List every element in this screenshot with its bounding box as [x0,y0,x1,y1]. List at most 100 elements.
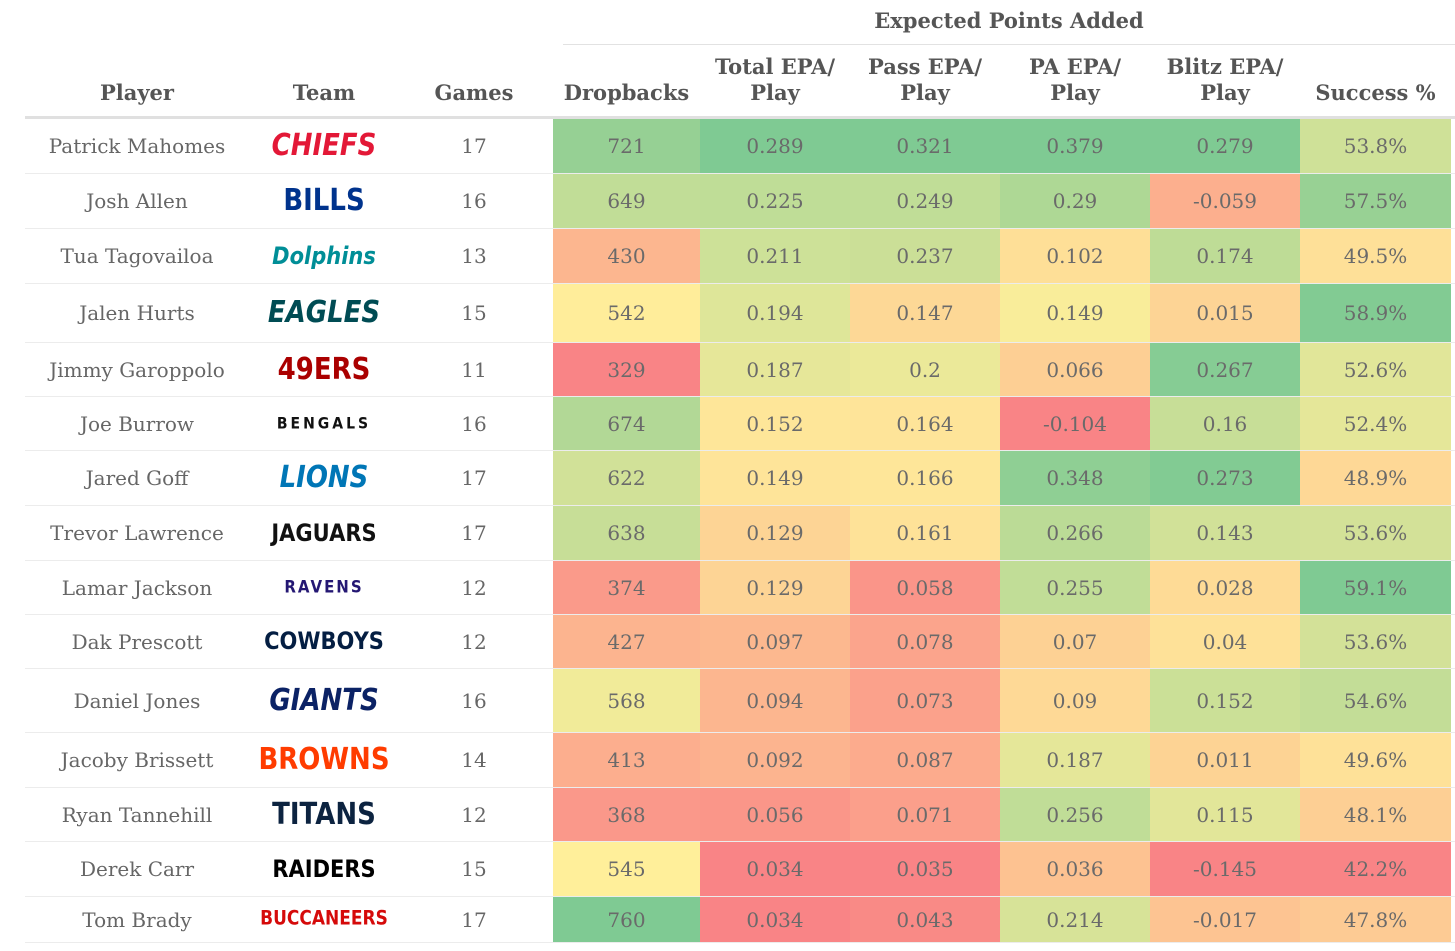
pass-epa-cell: 0.058 [850,561,1000,614]
dropbacks-cell: 542 [553,284,700,342]
pass-epa-cell: 0.078 [850,615,1000,668]
team-logo: EAGLES [249,284,399,342]
player-name: Daniel Jones [73,688,201,713]
table-row[interactable]: Daniel Jones GIANTS 16 568 0.094 0.073 0.09 0.1… [25,669,1455,733]
total-epa-cell: 0.097 [700,615,850,668]
pass-epa-cell: 0.321 [850,119,1000,173]
dropbacks-cell: 638 [553,506,700,560]
blitz-epa-cell: 0.273 [1150,451,1300,505]
games-value: 14 [461,748,487,772]
total-epa-cell: 0.056 [700,788,850,841]
team-logo: BROWNS [249,733,399,787]
col-header-total-epa[interactable]: Total EPA/ Play [714,54,836,105]
pass-epa-cell: 0.043 [850,897,1000,942]
total-epa-cell: 0.092 [700,733,850,787]
blitz-epa-cell: -0.145 [1150,842,1300,896]
pa-epa-cell: 0.036 [1000,842,1150,896]
table-row[interactable]: Jalen Hurts EAGLES 15 542 0.194 0.147 0.149 0.0… [25,284,1455,343]
table-row[interactable]: Jimmy Garoppolo 49ERS 11 329 0.187 0.2 0.066 0.… [25,343,1455,397]
pa-epa-cell: 0.09 [1000,669,1150,732]
player-name: Lamar Jackson [61,575,213,600]
team-logo: TITANS [249,788,399,841]
team-wordmark: BENGALS [276,414,372,433]
success-cell: 49.5% [1300,229,1451,283]
player-name: Josh Allen [86,189,188,213]
pass-epa-cell: 0.073 [850,669,1000,732]
total-epa-cell: 0.034 [700,842,850,896]
col-header-team[interactable]: Team [292,80,356,105]
team-logo: RAIDERS [249,842,399,896]
success-cell: 48.9% [1300,451,1451,505]
group-header-expected-points-added: Expected Points Added [563,0,1455,45]
epa-table: Expected Points Added Player Team Games … [25,0,1455,951]
dropbacks-cell: 430 [553,229,700,283]
player-name: Jacoby Brissett [60,748,214,772]
col-header-player[interactable]: Player [99,80,174,105]
pa-epa-cell: -0.104 [1000,397,1150,450]
dropbacks-cell: 368 [553,788,700,841]
table-row[interactable]: Tua Tagovailoa Dolphins 13 430 0.211 0.237 0.1… [25,229,1455,284]
blitz-epa-cell: 0.16 [1150,397,1300,450]
total-epa-cell: 0.129 [700,506,850,560]
total-epa-cell: 0.034 [700,897,850,942]
player-name: Jalen Hurts [79,301,195,325]
games-value: 16 [461,411,487,436]
success-cell: 52.6% [1300,343,1451,396]
player-name: Dak Prescott [71,629,203,654]
total-epa-cell: 0.194 [700,284,850,342]
table-row[interactable]: Joe Burrow BENGALS 16 674 0.152 0.164 -0.104 0.… [25,397,1455,451]
blitz-epa-cell: -0.059 [1150,174,1300,228]
success-cell: 53.6% [1300,506,1451,560]
player-name: Patrick Mahomes [48,134,226,158]
games-value: 13 [461,244,487,268]
team-wordmark: CHIEFS [271,128,377,164]
col-header-success[interactable]: Success % [1315,80,1436,105]
col-header-pa-epa[interactable]: PA EPA/ Play [1028,54,1122,105]
pa-epa-cell: 0.214 [1000,897,1150,942]
table-row[interactable]: Trevor Lawrence JAGUARS 17 638 0.129 0.161 0.2… [25,506,1455,561]
blitz-epa-cell: 0.115 [1150,788,1300,841]
table-row[interactable]: Derek Carr RAIDERS 15 545 0.034 0.035 0.036 -0.… [25,842,1455,897]
dropbacks-cell: 674 [553,397,700,450]
team-wordmark: LIONS [279,460,369,496]
dropbacks-cell: 427 [553,615,700,668]
team-logo: BENGALS [249,397,399,450]
games-value: 17 [461,466,487,490]
team-logo: Dolphins [249,229,399,283]
total-epa-cell: 0.211 [700,229,850,283]
success-cell: 49.6% [1300,733,1451,787]
team-logo: BUCCANEERS [249,897,399,942]
table-row[interactable]: Josh Allen BILLS 16 649 0.225 0.249 0.29 -0.059… [25,174,1455,229]
total-epa-cell: 0.152 [700,397,850,450]
col-header-blitz-epa[interactable]: Blitz EPA/ Play [1166,54,1284,105]
table-row[interactable]: Lamar Jackson RAVENS 12 374 0.129 0.058 0.255 0… [25,561,1455,615]
col-header-pass-epa[interactable]: Pass EPA/ Play [867,54,983,105]
team-logo: BILLS [249,174,399,228]
table-row[interactable]: Jared Goff LIONS 17 622 0.149 0.166 0.348 0.273… [25,451,1455,506]
col-header-games[interactable]: Games [434,80,514,105]
games-value: 12 [461,629,487,654]
success-cell: 53.6% [1300,615,1451,668]
table-row[interactable]: Dak Prescott COWBOYS 12 427 0.097 0.078 0.07 0.… [25,615,1455,669]
pass-epa-cell: 0.249 [850,174,1000,228]
dropbacks-cell: 329 [553,343,700,396]
table-row[interactable]: Ryan Tannehill TITANS 12 368 0.056 0.071 0.256… [25,788,1455,842]
table-row[interactable]: Patrick Mahomes CHIEFS 17 721 0.289 0.321 0.37… [25,119,1455,174]
games-value: 12 [461,575,487,600]
blitz-epa-cell: 0.174 [1150,229,1300,283]
success-cell: 42.2% [1300,842,1451,896]
pass-epa-cell: 0.087 [850,733,1000,787]
dropbacks-cell: 568 [553,669,700,732]
col-header-dropbacks[interactable]: Dropbacks [563,80,690,105]
table-row[interactable]: Tom Brady BUCCANEERS 17 760 0.034 0.043 0.214-… [25,897,1455,943]
dropbacks-cell: 374 [553,561,700,614]
team-wordmark: 49ERS [277,352,371,387]
games-value: 12 [461,802,487,827]
pa-epa-cell: 0.266 [1000,506,1150,560]
blitz-epa-cell: 0.152 [1150,669,1300,732]
team-wordmark: BILLS [283,183,365,219]
table-row[interactable]: Jacoby Brissett BROWNS 14 413 0.092 0.087 0.18… [25,733,1455,788]
pass-epa-cell: 0.2 [850,343,1000,396]
pass-epa-cell: 0.147 [850,284,1000,342]
blitz-epa-cell: 0.267 [1150,343,1300,396]
